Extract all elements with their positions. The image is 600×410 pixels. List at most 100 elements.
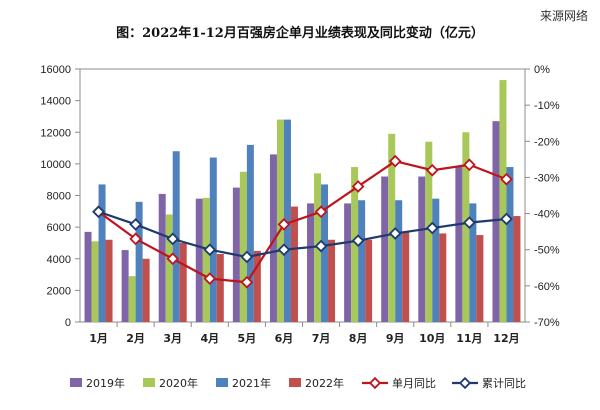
bar-2021年 [506,167,514,322]
left-tick-label: 0 [65,317,71,329]
point-累计同比 [92,205,105,219]
legend-label: 2020年 [159,376,198,390]
bar-2020年 [425,141,433,322]
bar-2021年 [209,157,217,322]
line-累计同比 [98,210,507,259]
legend-label: 2021年 [232,376,271,390]
bar-2019年 [344,203,352,322]
point-累计同比 [500,212,513,226]
category-label: 11月 [456,332,482,345]
bar-2020年 [276,119,284,322]
legend-marker [368,376,382,390]
axis-labels: 0 2000 4000 6000 8000 10000 12000 14000 16000 0% -… [40,64,559,345]
legend-label: 累计同比 [482,377,526,390]
bar-2020年 [499,80,507,322]
bar-2021年 [469,203,477,322]
point-累计同比 [166,232,180,246]
left-tick-label: 8000 [47,191,71,203]
bar-2019年 [158,193,166,322]
right-tick-label: -40% [534,209,560,221]
right-tick-label: -50% [534,245,560,257]
bar-2019年 [381,176,389,322]
bar-2022年 [513,216,521,322]
bar-2021年 [283,119,291,322]
left-tick-label: 14000 [40,96,71,108]
bar-2022年 [216,254,224,322]
point-单月同比 [129,232,142,246]
bar-2020年 [388,133,396,322]
category-label: 2月 [126,332,145,345]
legend-label: 单月同比 [392,377,436,390]
left-tick-label: 6000 [47,222,71,234]
point-单月同比 [425,163,439,177]
category-label: 6月 [275,332,294,345]
bar-2022年 [476,235,484,322]
category-label: 1月 [89,332,108,345]
legend-marker [458,376,472,390]
point-单月同比 [314,205,328,219]
watermark-text: 来源网络 [540,8,588,23]
bar-2020年 [165,214,173,322]
left-tick-label: 2000 [47,285,71,297]
bar-2021年 [395,200,403,322]
category-label: 10月 [419,332,445,345]
bar-series-group [84,80,521,323]
point-累计同比 [203,243,217,257]
right-tick-label: -20% [534,136,560,148]
point-累计同比 [463,216,476,229]
category-label: 4月 [200,332,219,345]
bar-2022年 [179,242,187,322]
point-累计同比 [388,227,402,240]
right-tick-label: -30% [534,172,560,184]
point-累计同比 [314,239,328,253]
right-tick-label: 0% [534,64,550,76]
bar-2021年 [246,144,254,322]
bar-2019年 [492,121,500,323]
right-tick-label: -10% [534,100,560,112]
line-series-group [92,154,513,289]
bar-2020年 [91,241,99,322]
bar-2020年 [128,276,136,322]
legend-swatch [70,378,82,387]
left-tick-label: 16000 [40,64,71,76]
category-label: 7月 [312,332,331,345]
point-累计同比 [129,218,142,231]
left-tick-label: 10000 [40,159,71,171]
category-label: 12月 [493,332,519,345]
point-单月同比 [351,180,365,193]
point-累计同比 [425,221,439,235]
bar-2022年 [439,233,447,322]
right-tick-label: -60% [534,281,560,293]
legend-swatch [289,378,301,387]
bar-2019年 [307,203,315,322]
bar-2022年 [402,231,410,322]
legend: 2019年 2020年 2021年 2022年 单月同比 累计同比 [70,376,526,390]
right-tick-label: -70% [534,317,560,329]
left-tick-label: 4000 [47,254,71,266]
legend-swatch [216,378,228,387]
bar-2020年 [351,167,359,322]
point-累计同比 [240,250,254,264]
category-label: 9月 [386,332,405,345]
bar-2019年 [455,167,463,322]
line-单月同比 [97,159,507,284]
bar-2022年 [328,239,336,322]
category-label: 8月 [349,332,368,345]
legend-label: 2022年 [305,376,344,390]
point-单月同比 [463,158,476,172]
bar-2022年 [290,206,298,322]
bar-2022年 [253,250,261,322]
bar-2020年 [202,197,210,322]
bar-2019年 [269,154,277,322]
bar-2022年 [365,239,373,322]
legend-label: 2019年 [86,376,125,390]
point-累计同比 [277,243,291,257]
bar-2021年 [321,184,329,322]
point-单月同比 [166,252,180,266]
point-单月同比 [388,154,402,168]
bar-2021年 [98,184,106,322]
bar-2020年 [462,132,470,322]
bar-2022年 [142,258,150,322]
point-单月同比 [500,172,513,186]
